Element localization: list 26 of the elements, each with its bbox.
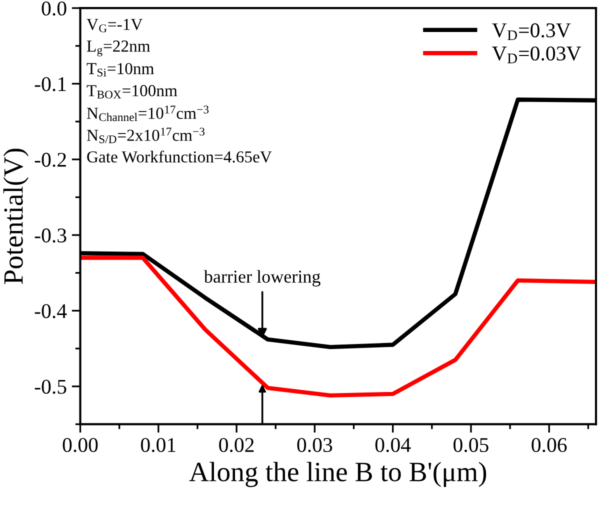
x-tick-label: 0.01 [140, 438, 176, 452]
annotation: N$_{Channel}$=10$^{17}$cm$^{−3}$ [86, 106, 209, 122]
legend-label: V$_{D}$=0.03V [492, 46, 582, 64]
x-tick-label: 0.00 [62, 438, 98, 452]
annotation: N$_{S/D}$=2x10$^{17}$cm$^{−3}$ [86, 128, 205, 144]
annotation: T$_{BOX}$=100nm [86, 85, 178, 99]
x-tick-label: 0.02 [219, 438, 254, 452]
annotation: L$_{g}$=22nm [86, 40, 150, 56]
y-tick-label: -0.2 [34, 152, 66, 167]
y-tick-label: -0.5 [34, 380, 66, 394]
y-tick-label: -0.3 [34, 228, 66, 243]
line-series [80, 256, 596, 398]
y-tick-label: -0.1 [34, 77, 66, 92]
x-tick-label: 0.04 [375, 438, 411, 452]
x-tick-label: 0.06 [532, 438, 567, 452]
x-tick-label: 0.05 [454, 438, 488, 452]
x-tick-label: 0.03 [297, 438, 332, 452]
legend-label: V$_{D}$=0.3V [492, 23, 571, 40]
y-tick-label: -0.4 [34, 304, 67, 318]
x-axis-title: Along the line B to B'(μm) [189, 462, 486, 488]
annotation: barrier lowering [204, 270, 320, 286]
y-axis-title: Potential(V) [3, 148, 29, 284]
annotation: T$_{Si}$=10nm [86, 62, 154, 76]
annotation: Gate Workfunction=4.65eV [87, 150, 272, 163]
annotation: V$_{G}$=-1V [86, 18, 143, 32]
y-tick-label: 0.0 [42, 1, 66, 16]
